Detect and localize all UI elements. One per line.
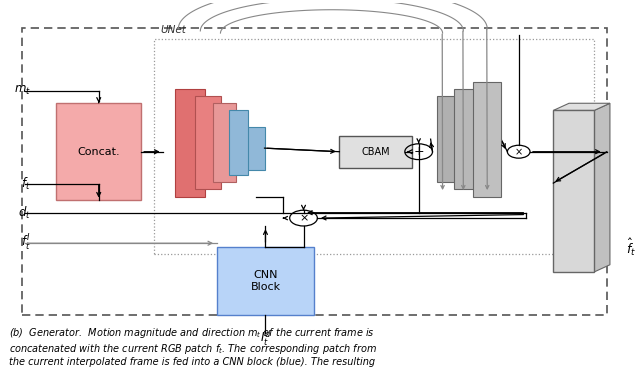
Bar (195, 96, 221, 189)
Text: $+$: $+$ (413, 145, 424, 158)
Text: $\times$: $\times$ (299, 213, 308, 223)
Text: $I_t^d$: $I_t^d$ (260, 329, 271, 348)
Text: CBAM: CBAM (361, 147, 390, 157)
Bar (56, 103, 141, 200)
Text: $f_t^I$: $f_t^I$ (22, 233, 31, 253)
Bar (229, 110, 248, 175)
Bar (554, 110, 594, 272)
Bar (339, 136, 412, 168)
Text: $\hat{f}_t$: $\hat{f}_t$ (626, 237, 636, 258)
Text: $\times$: $\times$ (515, 147, 523, 157)
Bar (474, 82, 501, 196)
Text: $f_t$: $f_t$ (22, 176, 31, 192)
Text: Concat.: Concat. (77, 147, 120, 157)
Bar (437, 96, 461, 182)
Text: $m_t$: $m_t$ (14, 84, 31, 97)
Text: UNet: UNet (160, 25, 186, 35)
Bar (22, 28, 607, 315)
Bar (175, 89, 205, 196)
Polygon shape (554, 103, 610, 110)
Bar (213, 103, 236, 182)
Text: (b)  Generator.  Motion magnitude and direction $m_t$ of the current frame is
co: (b) Generator. Motion magnitude and dire… (9, 326, 377, 367)
Text: $d_t$: $d_t$ (18, 205, 31, 221)
Bar (217, 247, 314, 315)
Text: CNN
Block: CNN Block (250, 270, 280, 292)
Bar (247, 127, 264, 170)
Bar (154, 39, 594, 254)
Bar (454, 89, 479, 189)
Polygon shape (594, 103, 610, 272)
